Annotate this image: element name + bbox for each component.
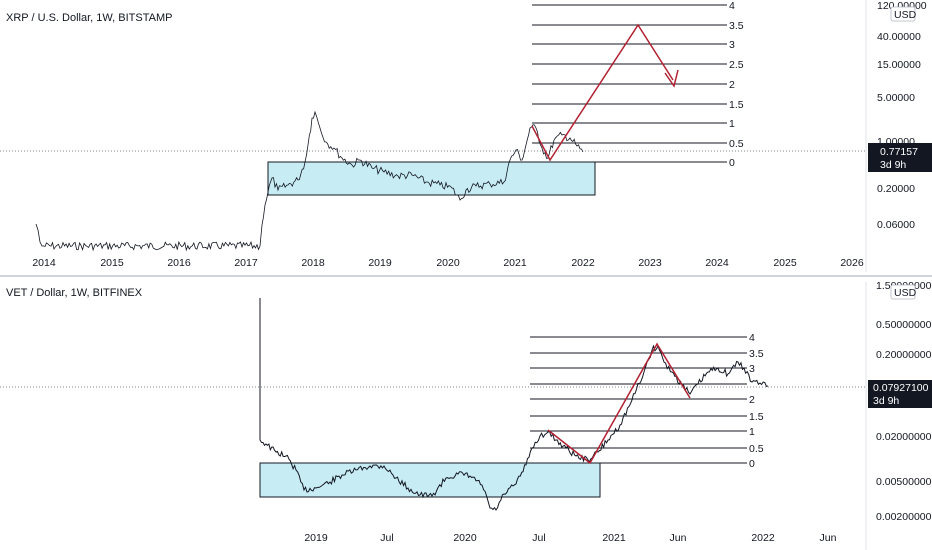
xrp-price-tick: 15.00000: [877, 59, 921, 71]
xrp-time-tick: 2017: [234, 257, 258, 269]
vet-fib-level-label: 1.5: [749, 411, 764, 423]
xrp-time-tick: 2015: [100, 257, 124, 269]
xrp-fib-level-label: 3.5: [729, 20, 744, 32]
xrp-time-tick: 2020: [436, 257, 460, 269]
xrp-price-series: [35, 110, 584, 252]
vet-fib-level-label: 2: [749, 394, 755, 406]
vet-chart-title: VET / Dollar, 1W, BITFINEX: [6, 287, 143, 299]
xrp-currency-button-bg[interactable]: [890, 6, 916, 22]
vet-currency-button-bg[interactable]: [890, 284, 916, 300]
vet-time-tick: 2022: [751, 532, 775, 544]
vet-time-tick: Jul: [532, 532, 545, 544]
xrp-countdown: 3d 9h: [880, 159, 906, 171]
vet-countdown: 3d 9h: [873, 395, 899, 407]
vet-fib-extension: 4 3.5 3 2 1.5 1 0.5 0: [530, 332, 764, 470]
xrp-projection-arrowhead: [664, 69, 679, 88]
xrp-fib-extension: 4 3.5 3 2.5 2 1.5 1 0.5 0: [532, 0, 744, 169]
xrp-time-tick: 2019: [368, 257, 392, 269]
xrp-price-axis[interactable]: 120.0000040.0000015.000005.000001.000000…: [877, 0, 927, 231]
xrp-time-tick: 2023: [638, 257, 662, 269]
vet-time-tick: Jul: [380, 532, 393, 544]
xrp-time-tick: 2021: [503, 257, 527, 269]
xrp-price-tick: 40.00000: [877, 31, 921, 43]
xrp-chart-title: XRP / U.S. Dollar, 1W, BITSTAMP: [6, 12, 172, 24]
xrp-fib-level-label: 1.5: [729, 99, 744, 111]
vet-currency-button[interactable]: USD: [894, 287, 917, 299]
vet-last-price: 0.07927100: [873, 382, 929, 394]
vet-time-tick: 2020: [453, 532, 477, 544]
vet-fib-level-label: 0.5: [749, 443, 764, 455]
xrp-fib-level-label: 2: [729, 79, 735, 91]
xrp-price-tick: 0.06000: [877, 219, 915, 231]
vet-fib-level-label: 3.5: [749, 348, 764, 360]
vet-price-series: [259, 298, 769, 511]
vet-last-price-tag: [868, 380, 932, 408]
vet-fib-level-label: 4: [749, 332, 755, 344]
xrp-time-tick: 2016: [167, 257, 191, 269]
vet-time-tick: Jun: [670, 532, 687, 544]
xrp-last-price: 0.77157: [880, 146, 918, 158]
xrp-fib-level-label: 0.5: [729, 138, 744, 150]
xrp-time-axis[interactable]: 2014 2015 2016 2017 2018 2019 2020 2021 2022 2023…: [32, 257, 864, 269]
vet-time-tick: 2019: [304, 532, 328, 544]
vet-price-tick: 0.00200000: [876, 511, 932, 523]
vet-time-axis[interactable]: 2019 Jul 2020 Jul 2021 Jun 2022 Jun: [304, 532, 836, 544]
vet-fib-level-label: 3: [749, 363, 755, 375]
xrp-last-price-tag: [868, 143, 932, 172]
xrp-time-tick: 2024: [705, 257, 729, 269]
vet-price-axis[interactable]: 1.500000000.500000000.200000000.02000000…: [876, 280, 932, 523]
vet-time-tick: 2021: [602, 532, 626, 544]
xrp-time-tick: 2018: [301, 257, 325, 269]
vet-price-tick: 0.02000000: [876, 431, 932, 443]
xrp-price-tick: 5.00000: [877, 92, 915, 104]
xrp-time-tick: 2022: [571, 257, 595, 269]
vet-price-tick: 0.20000000: [876, 349, 932, 361]
xrp-fib-level-label: 0: [729, 157, 735, 169]
vet-accumulation-zone: [259, 462, 601, 498]
xrp-fib-level-label: 3: [729, 39, 735, 51]
vet-fib-level-label: 1: [749, 426, 755, 438]
vet-projection-path: [547, 342, 691, 465]
xrp-projection-path: [531, 23, 674, 162]
vet-price-tick: 0.50000000: [876, 319, 932, 331]
xrp-accumulation-zone: [267, 161, 596, 196]
xrp-time-tick: 2014: [32, 257, 56, 269]
xrp-price-tick: 0.20000: [877, 183, 915, 195]
xrp-time-tick: 2025: [773, 257, 797, 269]
vet-price-tick: 0.00500000: [876, 476, 932, 488]
xrp-fib-level-label: 4: [729, 0, 735, 12]
vet-fib-level-label: 0: [749, 458, 755, 470]
xrp-time-tick: 2026: [840, 257, 864, 269]
xrp-fib-level-label: 2.5: [729, 59, 744, 71]
vet-time-tick: Jun: [820, 532, 837, 544]
xrp-fib-level-label: 1: [729, 118, 735, 130]
xrp-currency-button[interactable]: USD: [894, 9, 917, 21]
